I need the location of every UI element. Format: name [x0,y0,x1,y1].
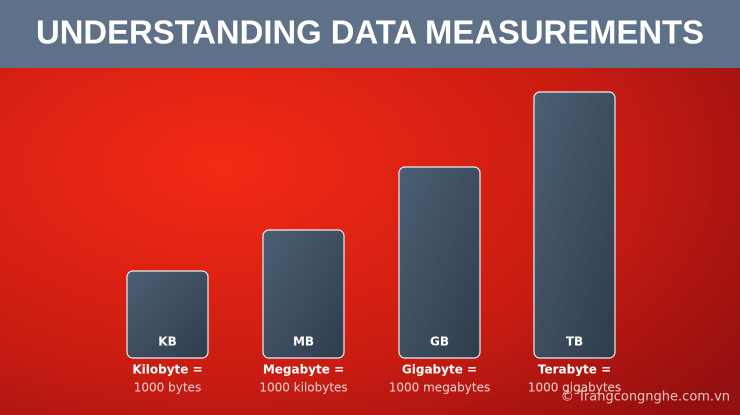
unit-description: 1000 kilobytes [259,381,347,395]
block-label: TB [566,335,583,349]
block [398,166,481,359]
unit-name: Terabyte = [538,363,611,377]
watermark: © Trangcongnghe.com.vn [561,390,730,405]
block-label: KB [158,335,176,349]
block [126,270,209,359]
unit-name: Gigabyte = [402,363,477,377]
unit-description: 1000 bytes [134,381,201,395]
block [262,229,345,359]
items: KB Kilobyte = 1000 bytes MB Megabyte = 1000 k… [126,91,621,395]
block [533,91,616,359]
unit-description: 1000 gigabytes [528,381,621,395]
header-bar [0,0,740,68]
unit-name: Kilobyte = [132,363,202,377]
unit-description: 1000 megabytes [389,381,490,395]
block-label: GB [430,335,449,349]
title: UNDERSTANDING DATA MEASUREMENTS [36,14,704,51]
block-label: MB [293,335,314,349]
unit-name: Megabyte = [263,363,344,377]
